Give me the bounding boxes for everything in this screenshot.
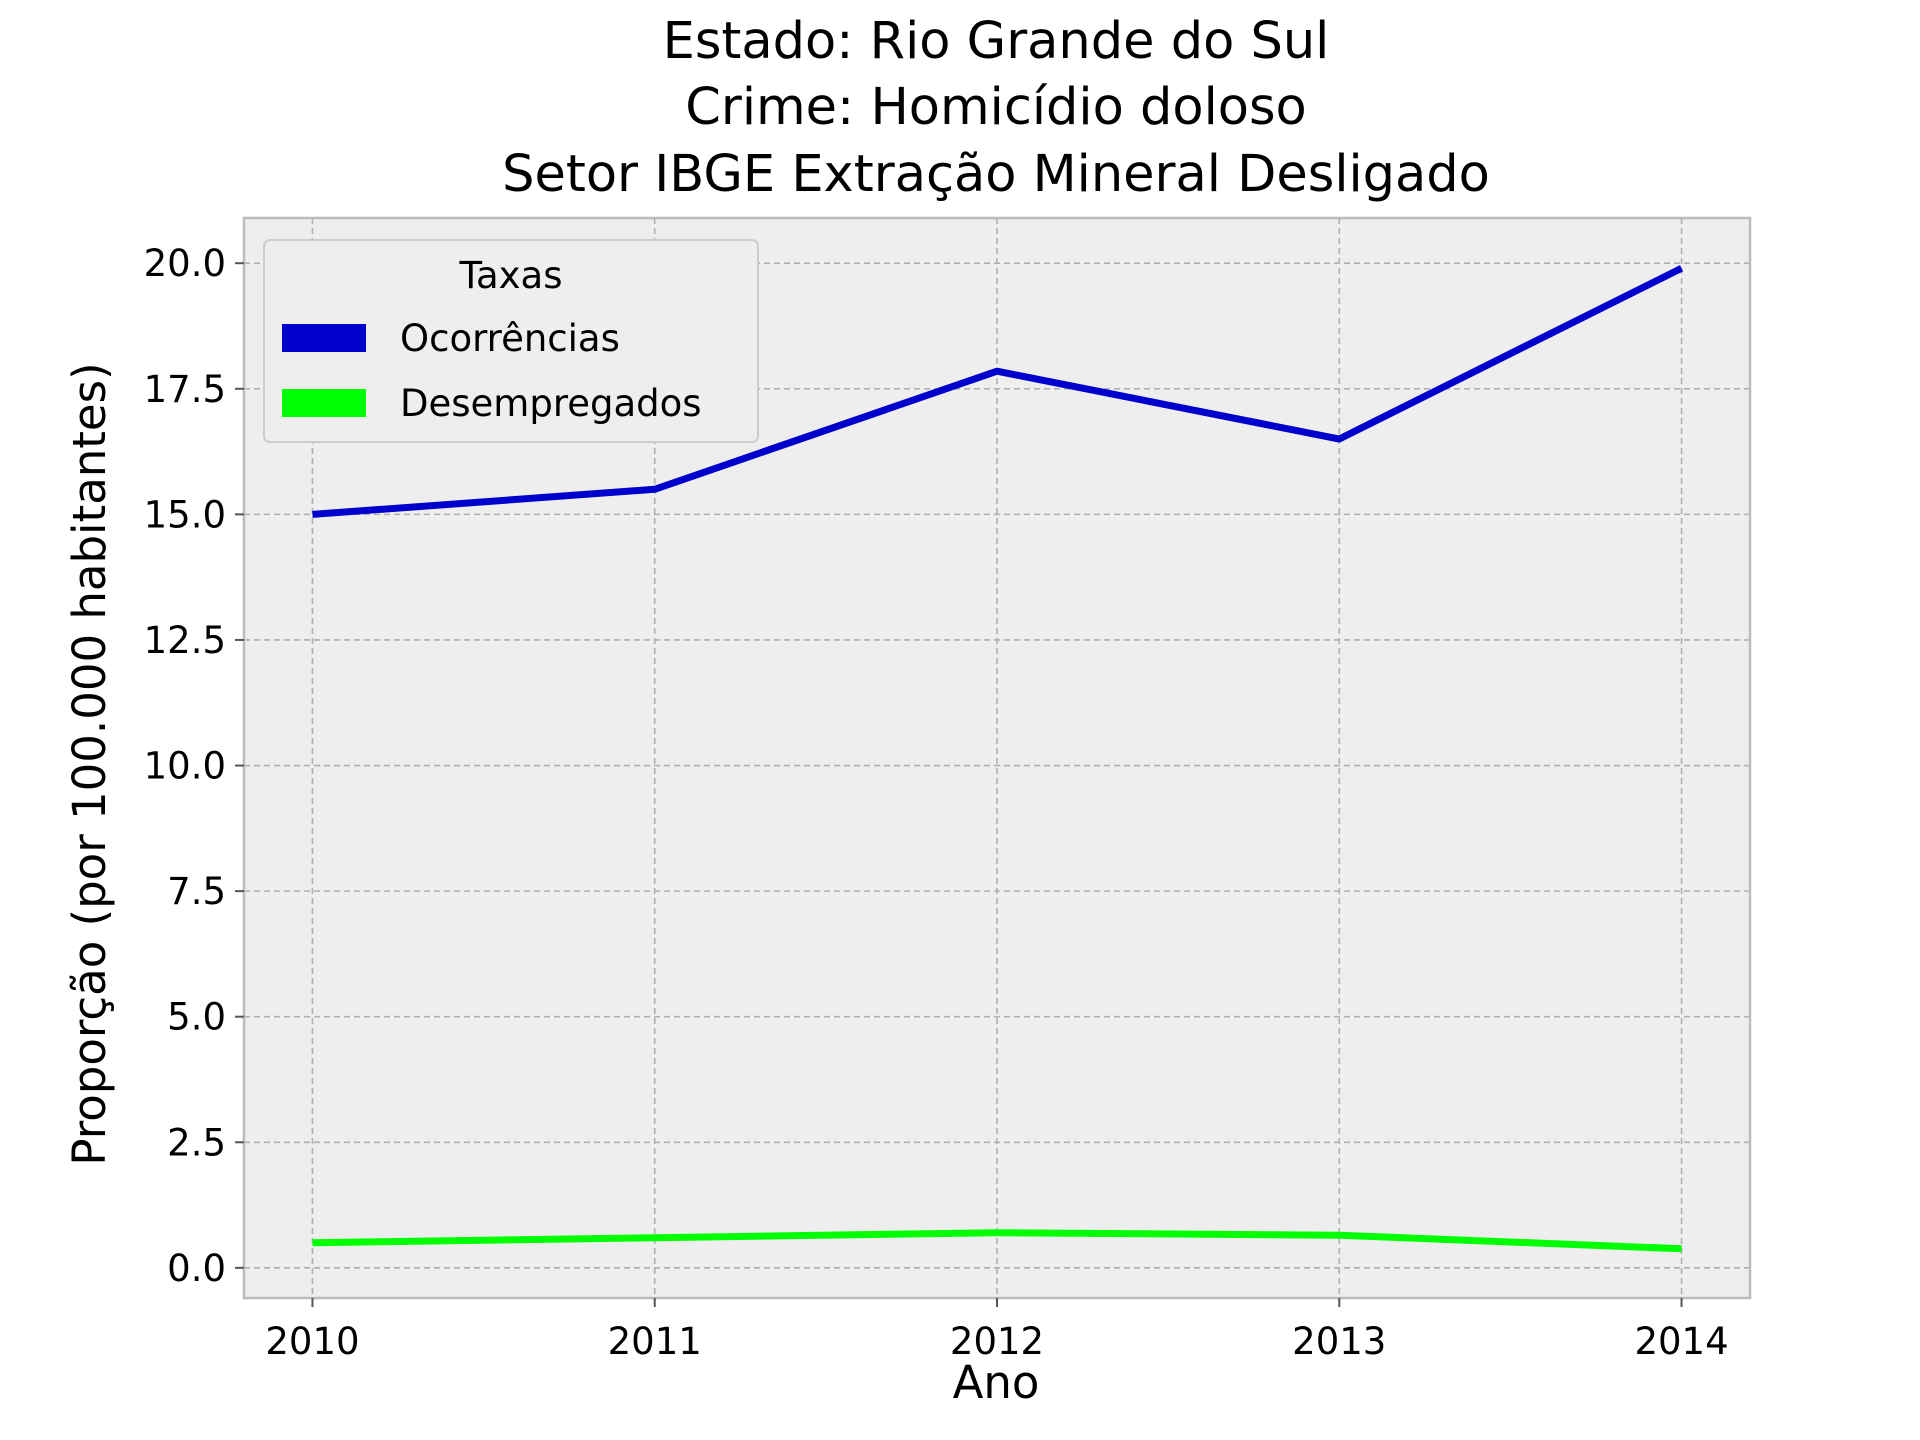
- x-tick-label: 2014: [1634, 1320, 1728, 1363]
- legend-title: Taxas: [459, 254, 563, 297]
- legend-label-desempregados: Desempregados: [400, 382, 702, 425]
- x-tick-label: 2012: [950, 1320, 1044, 1363]
- y-tick-label: 5.0: [167, 996, 226, 1039]
- y-tick-label: 12.5: [144, 619, 226, 662]
- series-lines: [312, 265, 1684, 1253]
- x-axis-label: Ano: [953, 1356, 1040, 1409]
- x-axis: 2010 2011 2012 2013 2014: [265, 1298, 1729, 1363]
- y-tick-label: 17.5: [144, 368, 226, 411]
- x-tick-label: 2013: [1292, 1320, 1386, 1363]
- y-tick-label: 2.5: [167, 1121, 226, 1164]
- y-tick-label: 0.0: [167, 1247, 226, 1290]
- grid: [244, 218, 1750, 1298]
- title-line-2: Crime: Homicídio doloso: [685, 78, 1307, 137]
- legend-box: [263, 239, 759, 443]
- y-axis: 0.0 2.5 5.0 7.5 10.0 12.5 15.0 17.5 20.0: [144, 242, 244, 1290]
- title-line-1: Estado: Rio Grande do Sul: [663, 12, 1330, 71]
- legend-swatch-desempregados: [282, 389, 366, 417]
- chart-title: Estado: Rio Grande do Sul Crime: Homicíd…: [502, 12, 1490, 204]
- legend-label-ocorrencias: Ocorrências: [400, 317, 620, 360]
- legend: Taxas Ocorrências Desempregados: [263, 239, 759, 443]
- legend-swatch-ocorrencias: [282, 324, 366, 352]
- y-tick-label: 20.0: [144, 242, 226, 285]
- y-tick-label: 10.0: [144, 745, 226, 788]
- y-tick-label: 7.5: [167, 870, 226, 913]
- y-axis-label: Proporção (por 100.000 habitantes): [63, 362, 116, 1165]
- series-line-desempregados: [312, 1229, 1682, 1253]
- title-line-3: Setor IBGE Extração Mineral Desligado: [502, 145, 1490, 204]
- x-tick-label: 2011: [608, 1320, 702, 1363]
- y-tick-label: 15.0: [144, 493, 226, 536]
- series-line-ocorrencias: [312, 265, 1684, 518]
- x-tick-label: 2010: [265, 1320, 359, 1363]
